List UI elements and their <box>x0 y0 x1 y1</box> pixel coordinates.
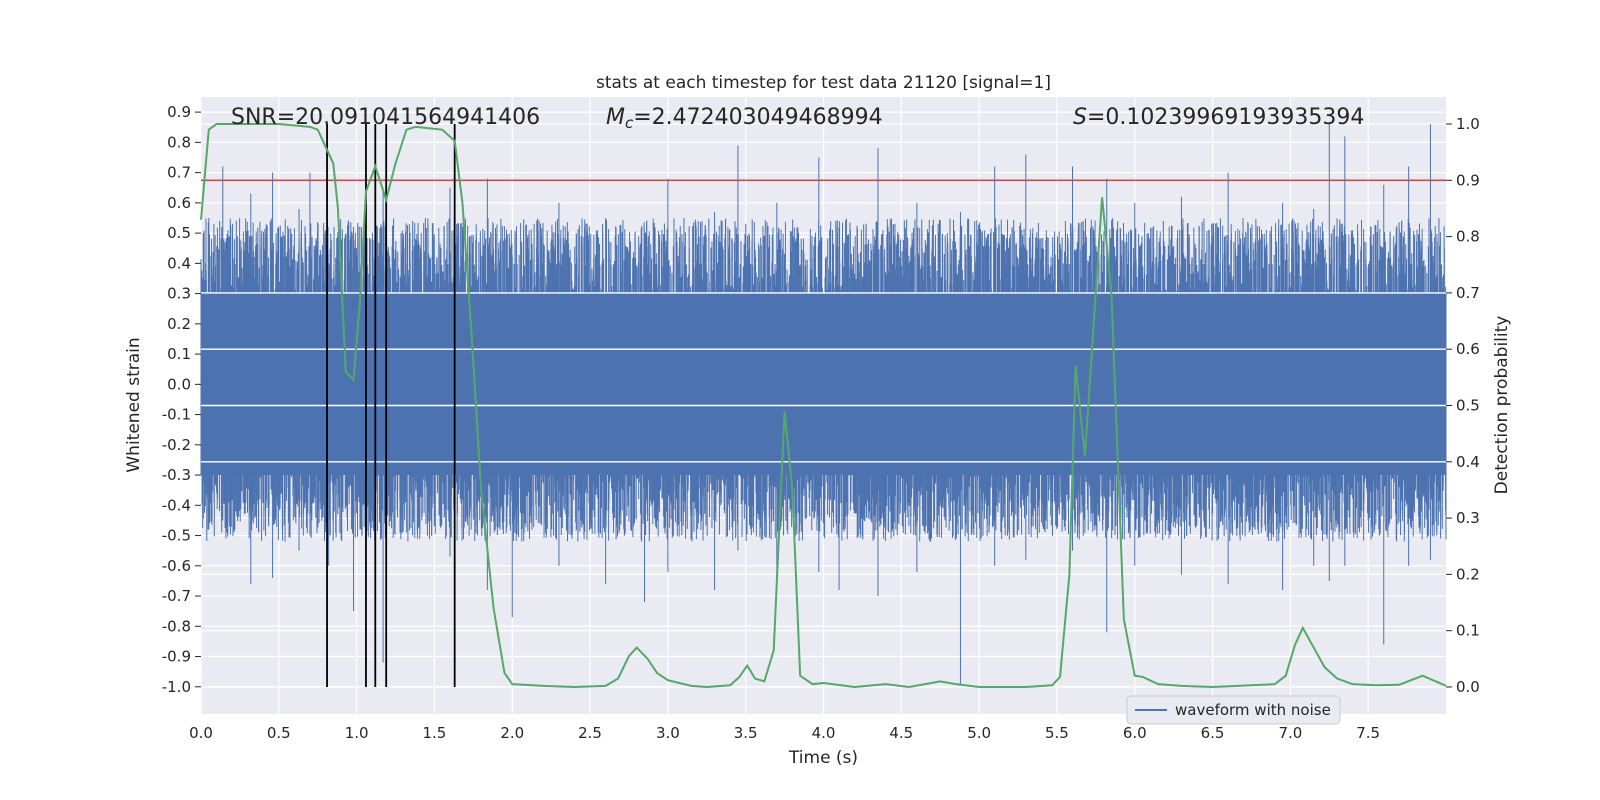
chirp-mass-subscript: c <box>625 114 634 132</box>
y-tick-label-3: 0.6 <box>167 194 191 212</box>
waveform-series <box>200 124 1447 684</box>
x-tick-label-12: 6.0 <box>1123 724 1147 742</box>
y-tick-label-18: -0.9 <box>162 648 191 666</box>
x-tick-label-7: 3.5 <box>734 724 758 742</box>
y2-tick-label-10: 1.0 <box>1456 115 1480 133</box>
x-tick-label-13: 6.5 <box>1201 724 1225 742</box>
y-tick-label-12: -0.3 <box>162 466 191 484</box>
s-statistic-symbol: S <box>1073 105 1087 130</box>
s-statistic-annotation: S=0.10239969193935394 <box>1073 105 1364 130</box>
y2-tick-label-7: 0.7 <box>1456 284 1480 302</box>
axis-ticks: 0.0 0.5 1.0 1.5 2.0 2.5 3.0 3.5 4.0 4.5 5.0 5.5 6.0 6… <box>162 103 1480 742</box>
s-statistic-value: =0.10239969193935394 <box>1087 105 1364 130</box>
x-tick-label-10: 5.0 <box>967 724 991 742</box>
y2-tick-label-2: 0.2 <box>1456 565 1480 583</box>
y-tick-label-13: -0.4 <box>162 496 191 514</box>
legend: waveform with noise <box>1126 695 1341 725</box>
detection-markers <box>326 124 456 687</box>
legend-box <box>1126 695 1341 725</box>
x-tick-label-2: 1.0 <box>345 724 369 742</box>
y-tick-label-16: -0.7 <box>162 587 191 605</box>
probability-series <box>200 123 1447 688</box>
y2-tick-label-3: 0.3 <box>1456 509 1480 527</box>
y-tick-label-17: -0.8 <box>162 617 191 635</box>
chirp-mass-annotation: Mc=2.472403049468994 <box>606 105 883 132</box>
y2-tick-label-8: 0.8 <box>1456 228 1480 246</box>
y-tick-label-7: 0.2 <box>167 315 191 333</box>
x-axis-label: Time (s) <box>788 748 858 768</box>
chart-title: stats at each timestep for test data 211… <box>596 73 1051 93</box>
chirp-mass-value: =2.472403049468994 <box>633 105 882 130</box>
y-tick-label-5: 0.4 <box>167 254 191 272</box>
y-tick-label-4: 0.5 <box>167 224 191 242</box>
x-tick-label-3: 1.5 <box>423 724 447 742</box>
x-tick-label-5: 2.5 <box>578 724 602 742</box>
y-tick-label-15: -0.6 <box>162 557 191 575</box>
x-tick-label-9: 4.5 <box>889 724 913 742</box>
y-tick-label-8: 0.1 <box>167 345 191 363</box>
y-tick-label-1: 0.8 <box>167 133 191 151</box>
x-tick-label-14: 7.0 <box>1278 724 1302 742</box>
y-tick-label-2: 0.7 <box>167 164 191 182</box>
waveform-trace <box>200 124 1447 684</box>
y-tick-label-0: 0.9 <box>167 103 191 121</box>
chirp-mass-symbol: M <box>606 105 625 130</box>
x-tick-label-11: 5.5 <box>1045 724 1069 742</box>
snr-annotation: SNR=20.091041564941406 <box>231 105 540 130</box>
y2-tick-label-0: 0.0 <box>1456 678 1480 696</box>
y-tick-label-19: -1.0 <box>162 678 191 696</box>
x-tick-label-0: 0.0 <box>189 724 213 742</box>
y2-tick-label-4: 0.4 <box>1456 453 1480 471</box>
y-tick-label-6: 0.3 <box>167 285 191 303</box>
y2-tick-label-6: 0.6 <box>1456 340 1480 358</box>
y-axis-label: Whitened strain <box>124 337 144 472</box>
y2-tick-label-1: 0.1 <box>1456 622 1480 640</box>
x-tick-label-4: 2.0 <box>500 724 524 742</box>
y-tick-label-11: -0.2 <box>162 436 191 454</box>
y-tick-label-9: 0.0 <box>167 375 191 393</box>
y-tick-label-10: -0.1 <box>162 406 191 424</box>
y2-tick-label-9: 0.9 <box>1456 171 1480 189</box>
x-tick-label-8: 4.0 <box>812 724 836 742</box>
x-tick-label-15: 7.5 <box>1356 724 1380 742</box>
probability-line <box>200 123 1447 688</box>
y2-tick-label-5: 0.5 <box>1456 397 1480 415</box>
x-tick-label-6: 3.0 <box>656 724 680 742</box>
y-tick-label-14: -0.5 <box>162 527 191 545</box>
x-tick-label-1: 0.5 <box>267 724 291 742</box>
legend-label-waveform: waveform with noise <box>1175 701 1331 719</box>
y2-axis-label: Detection probability <box>1492 316 1512 495</box>
